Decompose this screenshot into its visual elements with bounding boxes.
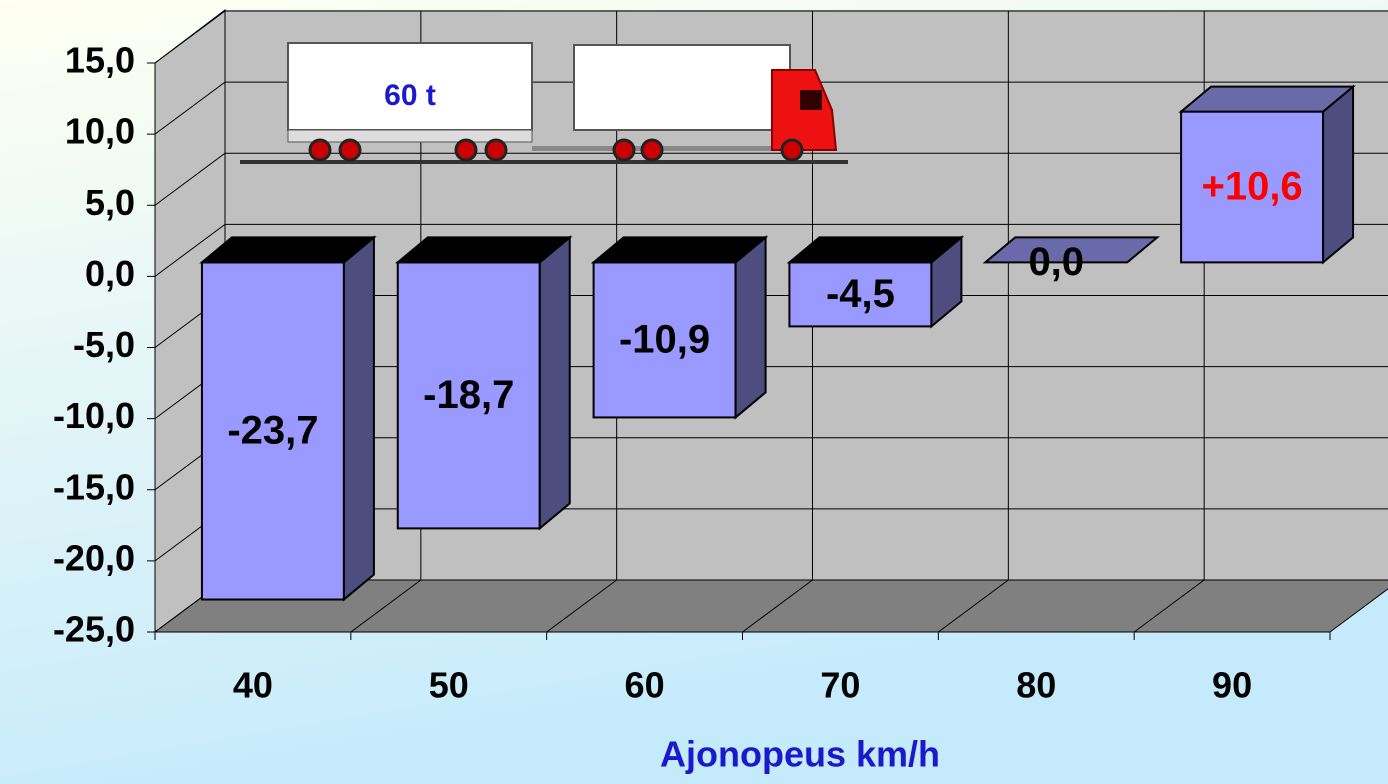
- y-tick-label: -25,0: [53, 609, 135, 650]
- bar-side: [342, 235, 375, 602]
- y-tick-label: 5,0: [85, 182, 135, 223]
- value-label: 0,0: [1028, 240, 1084, 284]
- bar: [1178, 84, 1356, 265]
- bar-top: [1178, 85, 1356, 113]
- bar: [199, 235, 377, 602]
- wheel: [612, 138, 636, 162]
- y-tick-label: -5,0: [73, 324, 135, 365]
- wheel: [780, 138, 804, 162]
- x-tick-label: 50: [429, 665, 469, 706]
- value-label: +10,6: [1201, 165, 1302, 209]
- value-label: -4,5: [826, 272, 895, 316]
- bar-front: [200, 261, 345, 601]
- value-label: -10,9: [619, 317, 710, 361]
- x-tick-label: 40: [233, 665, 273, 706]
- x-tick-label: 90: [1212, 665, 1252, 706]
- bar-side: [1322, 84, 1355, 265]
- trailer: [287, 42, 533, 131]
- bar: [982, 236, 1161, 264]
- value-label: -23,7: [227, 409, 318, 453]
- x-tick-label: 70: [820, 665, 860, 706]
- bar-front: [592, 261, 737, 419]
- wheel: [308, 138, 332, 162]
- wheel: [640, 138, 664, 162]
- value-label: -18,7: [423, 373, 514, 417]
- x-axis-title: Ajonopeus km/h: [660, 734, 940, 775]
- floor: [155, 580, 1388, 632]
- trailer: [573, 44, 791, 131]
- bar: [590, 235, 769, 420]
- bar: [394, 235, 573, 531]
- bars: [199, 84, 1356, 602]
- y-tick-label: -20,0: [53, 537, 135, 578]
- bar-top: [590, 236, 769, 264]
- floor-line: [742, 579, 813, 633]
- y-tick-label: 10,0: [65, 111, 135, 152]
- wheels: [308, 138, 804, 162]
- bar-top: [199, 236, 377, 264]
- truck: 60 t: [240, 42, 848, 164]
- y-tick-label: -10,0: [53, 395, 135, 436]
- wheel: [484, 138, 508, 162]
- annotation: 60 t: [384, 79, 436, 112]
- bar-front: [788, 261, 933, 328]
- floor-line: [1133, 579, 1205, 633]
- floor-line: [546, 579, 617, 633]
- floor-line: [938, 579, 1009, 633]
- cab-window: [800, 90, 822, 110]
- bar-side: [538, 235, 571, 531]
- y-tick-label: -15,0: [53, 466, 135, 507]
- wheel: [338, 138, 362, 162]
- x-tick-label: 60: [625, 665, 665, 706]
- floor-line: [1329, 588, 1388, 633]
- bar-top: [394, 236, 573, 264]
- y-tick-label: 0,0: [85, 253, 135, 294]
- y-tick-label: 15,0: [65, 40, 135, 81]
- x-tick-label: 80: [1016, 665, 1056, 706]
- bar-top: [982, 236, 1161, 264]
- bar-side: [734, 235, 767, 420]
- floor-line: [350, 579, 422, 633]
- bar: [786, 235, 965, 329]
- bar-top: [786, 236, 965, 264]
- bar-front: [396, 261, 541, 530]
- wheel: [454, 138, 478, 162]
